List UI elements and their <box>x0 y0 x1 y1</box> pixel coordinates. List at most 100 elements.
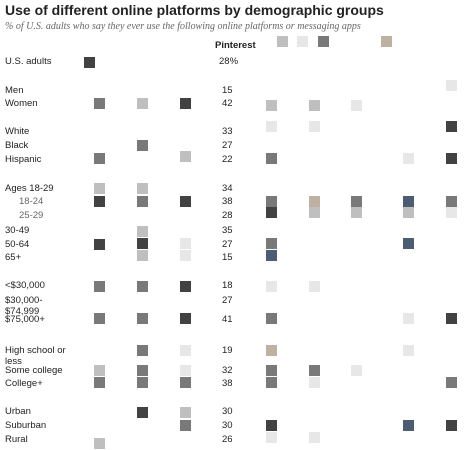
row-label: 18-24 <box>19 196 44 207</box>
row-label: Some college <box>5 365 63 376</box>
platform-cell <box>180 420 191 431</box>
platform-cell <box>403 196 414 207</box>
platform-cell <box>137 98 148 109</box>
platform-cell <box>309 377 320 388</box>
platform-cell <box>403 238 414 249</box>
platform-cell <box>403 345 414 356</box>
platform-cell <box>351 100 362 111</box>
platform-cell <box>266 207 277 218</box>
platform-cell <box>403 153 414 164</box>
platform-cell <box>137 226 148 237</box>
pinterest-value: 15 <box>222 85 233 96</box>
row-label: Black <box>5 140 29 151</box>
row-label: Suburban <box>5 420 47 431</box>
platform-cell <box>137 281 148 292</box>
platform-cell <box>180 407 191 418</box>
pinterest-value: 34 <box>222 183 233 194</box>
platform-cell <box>309 281 320 292</box>
platform-cell <box>94 365 105 376</box>
pinterest-value: 22 <box>222 154 233 165</box>
platform-cell <box>446 420 457 431</box>
platform-cell <box>180 377 191 388</box>
platform-cell <box>94 153 105 164</box>
pinterest-value: 30 <box>222 420 233 431</box>
platform-cell <box>266 238 277 249</box>
platform-cell <box>446 153 457 164</box>
row-label: Rural <box>5 434 28 445</box>
platform-cell <box>94 183 105 194</box>
platform-cell <box>446 377 457 388</box>
platform-cell <box>446 121 457 132</box>
platform-cell <box>446 207 457 218</box>
platform-cell <box>277 36 288 47</box>
platform-cell <box>381 36 392 47</box>
pinterest-value: 32 <box>222 365 233 376</box>
pinterest-value: 42 <box>222 98 233 109</box>
platform-cell <box>318 36 329 47</box>
platform-cell <box>309 432 320 443</box>
platform-cell <box>180 281 191 292</box>
pinterest-value: 19 <box>222 345 233 356</box>
pinterest-value: 35 <box>222 225 233 236</box>
pinterest-value: 15 <box>222 252 233 263</box>
platform-cell <box>309 207 320 218</box>
platform-cell <box>94 438 105 449</box>
pinterest-value: 33 <box>222 126 233 137</box>
platform-cell <box>137 140 148 151</box>
pinterest-value: 27 <box>222 140 233 151</box>
platform-cell <box>309 196 320 207</box>
platform-cell <box>180 250 191 261</box>
platform-cell <box>266 196 277 207</box>
platform-cell <box>137 313 148 324</box>
platform-cell <box>446 196 457 207</box>
platform-cell <box>180 365 191 376</box>
platform-cell <box>180 196 191 207</box>
platform-cell <box>403 313 414 324</box>
platform-cell <box>309 121 320 132</box>
platform-cell <box>180 313 191 324</box>
platform-cell <box>266 121 277 132</box>
row-label: Ages 18-29 <box>5 183 54 194</box>
platform-cell <box>403 420 414 431</box>
platform-cell <box>266 281 277 292</box>
platform-cell <box>137 377 148 388</box>
pinterest-value: 27 <box>222 295 233 306</box>
platform-cell <box>266 153 277 164</box>
platform-cell <box>94 377 105 388</box>
platform-cell <box>180 345 191 356</box>
platform-cell <box>266 313 277 324</box>
platform-cell <box>446 80 457 91</box>
platform-cell <box>266 432 277 443</box>
row-label: U.S. adults <box>5 56 52 67</box>
platform-cell <box>266 365 277 376</box>
platform-cell <box>94 281 105 292</box>
platform-cell <box>137 345 148 356</box>
row-label: $75,000+ <box>5 314 45 325</box>
row-label: 30-49 <box>5 225 30 236</box>
platform-cell <box>137 183 148 194</box>
platform-cell <box>266 100 277 111</box>
platform-cell <box>180 238 191 249</box>
chart-title: Use of different online platforms by dem… <box>5 2 384 18</box>
platform-cell <box>297 36 308 47</box>
platform-cell <box>180 98 191 109</box>
platform-cell <box>351 207 362 218</box>
platform-cell <box>446 313 457 324</box>
platform-cell <box>266 250 277 261</box>
row-label: High school or less <box>5 345 66 367</box>
platform-cell <box>403 207 414 218</box>
pinterest-value: 27 <box>222 239 233 250</box>
row-label: Urban <box>5 406 31 417</box>
row-label: 65+ <box>5 252 22 263</box>
row-label: Women <box>5 98 38 109</box>
pinterest-value: 38 <box>222 196 233 207</box>
platform-cell <box>137 196 148 207</box>
row-label: 50-64 <box>5 239 30 250</box>
platform-cell <box>309 365 320 376</box>
platform-cell <box>137 365 148 376</box>
platform-cell <box>180 151 191 162</box>
platform-cell <box>351 365 362 376</box>
platform-cell <box>94 98 105 109</box>
platform-cell <box>94 196 105 207</box>
